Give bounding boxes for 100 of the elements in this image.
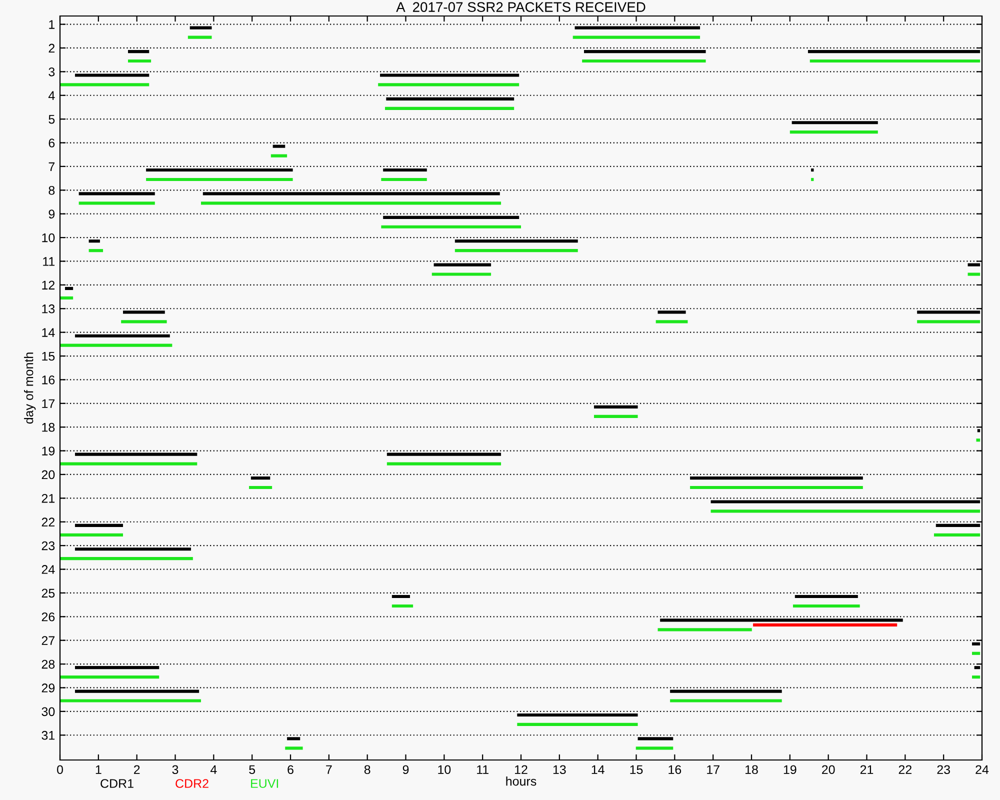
bar <box>78 202 155 205</box>
y-tick-label: 28 <box>42 660 55 669</box>
bar <box>60 344 172 347</box>
bar <box>88 249 104 252</box>
y-tick-label: 11 <box>43 257 55 266</box>
bar <box>121 320 167 324</box>
x-tick-label: 20 <box>822 765 835 774</box>
bar <box>917 320 980 324</box>
bar <box>146 178 293 182</box>
bar <box>636 746 674 750</box>
bar <box>381 225 521 228</box>
x-axis-title: hours <box>506 776 536 786</box>
bar <box>392 604 414 608</box>
bar <box>60 557 193 560</box>
x-tick-label: 18 <box>746 765 758 774</box>
bar <box>594 414 638 418</box>
bar <box>60 533 124 536</box>
bar <box>128 59 152 63</box>
bar <box>670 699 782 702</box>
y-tick-label: 30 <box>42 707 55 716</box>
y-tick-label: 27 <box>42 636 55 645</box>
bar <box>249 486 272 490</box>
bar <box>517 722 638 726</box>
bar <box>968 272 980 276</box>
bar <box>60 296 74 300</box>
y-tick-label: 31 <box>42 730 55 740</box>
y-tick-label: 12 <box>42 280 55 290</box>
x-tick-label: 4 <box>210 765 217 774</box>
x-tick-label: 13 <box>553 765 566 774</box>
bar <box>188 36 212 39</box>
x-tick-label: 11 <box>477 765 488 774</box>
x-tick-label: 7 <box>326 765 332 774</box>
text: CDR1 <box>100 779 134 788</box>
text: EUVI <box>251 779 278 788</box>
x-tick-label: 12 <box>515 765 528 774</box>
bar <box>972 652 980 655</box>
y-tick-label: 22 <box>42 518 55 526</box>
y-tick-label: 16 <box>42 376 55 384</box>
bar <box>811 178 814 182</box>
x-tick-label: 6 <box>288 765 294 774</box>
x-tick-label: 16 <box>668 765 682 774</box>
y-tick-label: 4 <box>48 91 55 100</box>
bar <box>972 676 980 679</box>
bar <box>582 59 706 63</box>
y-tick-label: 17 <box>42 399 55 408</box>
y-tick-label: 25 <box>42 588 55 598</box>
bar <box>572 36 700 39</box>
y-tick-label: 7 <box>48 162 55 171</box>
y-tick-label: 20 <box>42 470 55 480</box>
x-tick-label: 21 <box>860 765 874 774</box>
bar <box>790 130 878 134</box>
bar <box>378 83 520 86</box>
bar <box>656 320 688 324</box>
bar <box>60 676 160 679</box>
y-tick-label: 1 <box>49 20 55 29</box>
bar <box>381 178 427 182</box>
y-tick-label: 3 <box>48 67 55 76</box>
bar <box>432 272 492 276</box>
bar <box>200 202 502 205</box>
y-tick-label: 26 <box>42 612 55 622</box>
y-tick-label: 8 <box>48 186 55 195</box>
y-tick-label: 21 <box>42 494 55 503</box>
bar <box>454 249 578 252</box>
bar <box>60 462 198 466</box>
x-tick-label: 0 <box>57 765 63 774</box>
y-tick-label: 15 <box>42 352 55 361</box>
bar <box>690 486 863 490</box>
y-tick-label: 10 <box>42 233 55 242</box>
x-tick-label: 23 <box>937 765 950 774</box>
y-tick-label: 13 <box>42 304 55 314</box>
bar <box>60 699 201 702</box>
x-tick-label: 17 <box>707 765 720 774</box>
y-tick-label: 2 <box>48 44 55 53</box>
x-tick-label: 19 <box>784 765 796 774</box>
y-tick-label: 5 <box>48 115 55 124</box>
bar <box>753 623 898 626</box>
y-tick-label: 19 <box>42 446 55 456</box>
x-tick-label: 15 <box>630 765 643 774</box>
y-axis-title: day of month <box>24 352 36 424</box>
x-tick-label: 3 <box>172 765 178 774</box>
text: CDR2 <box>176 779 208 788</box>
bar <box>60 83 150 86</box>
x-tick-label: 1 <box>96 765 102 774</box>
x-tick-label: 14 <box>592 765 604 774</box>
bar <box>934 533 980 536</box>
bar <box>710 510 980 513</box>
bar <box>385 106 514 110</box>
x-tick-label: 10 <box>438 765 451 774</box>
x-tick-label: 22 <box>898 765 912 774</box>
x-tick-label: 8 <box>364 765 370 774</box>
y-tick-label: 23 <box>42 541 55 550</box>
y-tick-label: 29 <box>42 684 55 692</box>
bar <box>811 168 814 172</box>
y-tick-label: 9 <box>48 210 55 218</box>
bar <box>285 746 303 750</box>
bar <box>810 59 980 63</box>
y-tick-label: 24 <box>42 565 55 574</box>
bar <box>976 438 980 442</box>
y-tick-label: 6 <box>48 138 55 148</box>
chart-title: A 2017-07 SSR2 PACKETS RECEIVED <box>396 2 646 12</box>
